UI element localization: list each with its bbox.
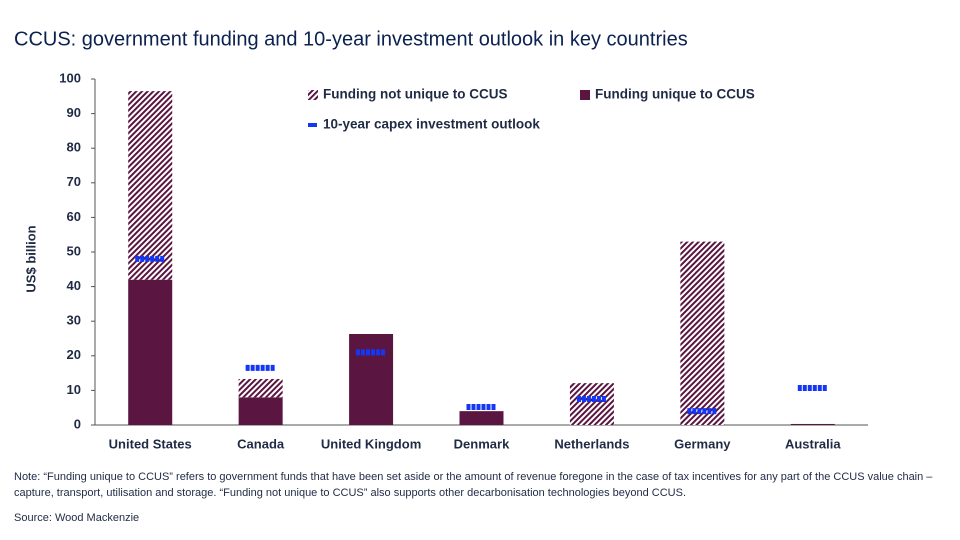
bar-segment	[238, 378, 283, 398]
y-tick-label: 80	[67, 140, 81, 155]
bar-segment	[680, 241, 725, 425]
x-tick-label: United States	[109, 436, 192, 451]
y-axis-label: US$ billion	[23, 225, 38, 292]
y-tick-label: 0	[74, 416, 81, 431]
x-tick-label: Netherlands	[554, 436, 629, 451]
y-tick-label: 10	[67, 382, 81, 397]
x-tick-label: United Kingdom	[321, 436, 421, 451]
x-tick-label: Australia	[785, 436, 841, 451]
y-tick-label: 70	[67, 174, 81, 189]
bar-segment	[128, 279, 173, 425]
source: Source: Wood Mackenzie	[14, 512, 140, 524]
note: Note: “Funding unique to CCUS” refers to…	[14, 471, 933, 499]
bar-segment	[569, 383, 614, 425]
legend-marker	[308, 90, 318, 100]
bar-segment	[128, 91, 173, 280]
y-tick-label: 90	[67, 105, 81, 120]
x-tick-label: Canada	[237, 436, 285, 451]
y-tick-label: 30	[67, 313, 81, 328]
bar-segment	[238, 397, 283, 425]
x-tick-label: Germany	[674, 436, 731, 451]
y-tick-label: 50	[67, 243, 81, 258]
bar-segment	[790, 423, 835, 425]
y-tick-label: 40	[67, 278, 81, 293]
chart-title: CCUS: government funding and 10-year inv…	[14, 28, 688, 50]
x-tick-label: Denmark	[454, 436, 510, 451]
bar-segment	[459, 411, 504, 425]
y-tick-label: 100	[59, 70, 81, 85]
bar-segment	[349, 334, 394, 425]
y-tick-label: 20	[67, 347, 81, 362]
legend-label: Funding unique to CCUS	[595, 87, 755, 102]
y-tick-label: 60	[67, 209, 81, 224]
legend-label: 10-year capex investment outlook	[323, 117, 540, 132]
legend-marker	[580, 90, 590, 100]
legend-label: Funding not unique to CCUS	[323, 87, 507, 102]
